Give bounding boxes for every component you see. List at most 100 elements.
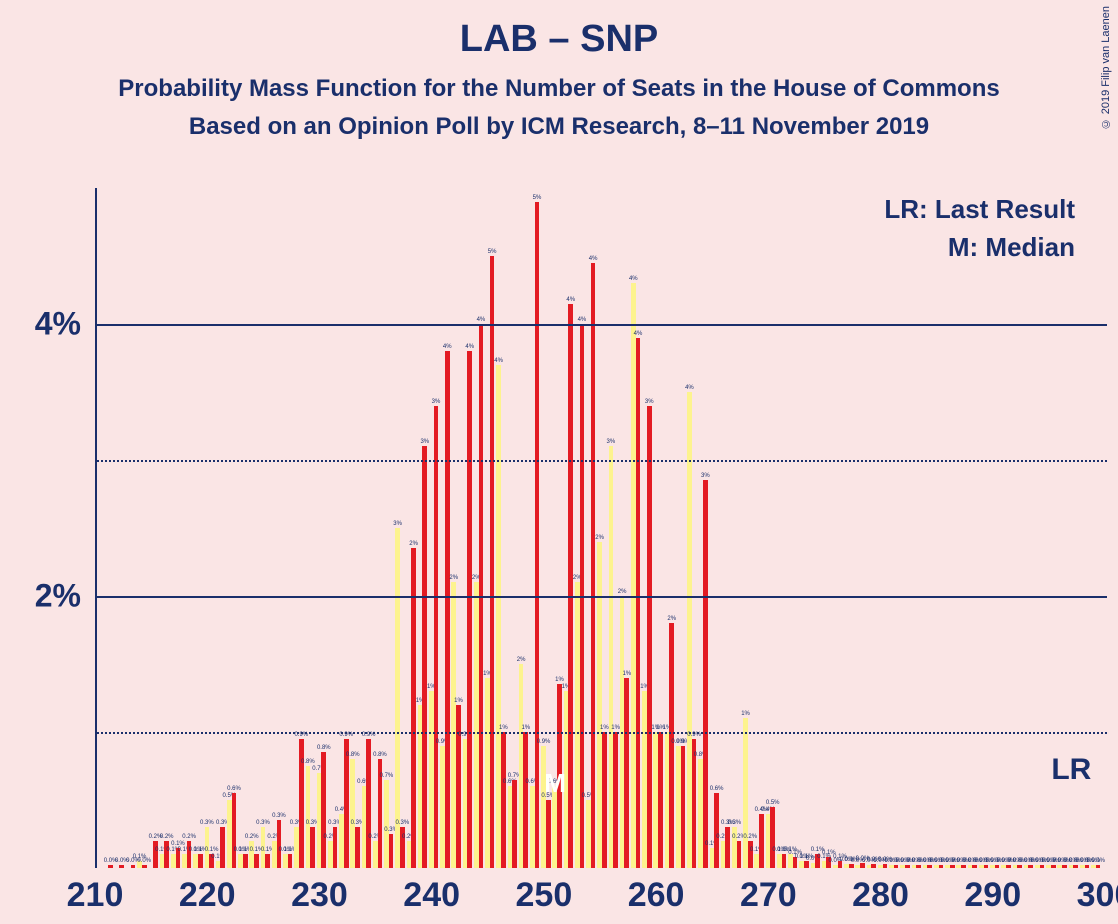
bar-value-label: 1%: [499, 725, 508, 731]
bar-value-label: 0.2%: [743, 834, 757, 840]
chart-subtitle-2: Based on an Opinion Poll by ICM Research…: [0, 113, 1118, 141]
bar-red: [770, 807, 775, 868]
bar-value-label: 1%: [600, 725, 609, 731]
legend-last-result: LR: Last Result: [884, 194, 1075, 225]
bar-value-label: 0.1%: [171, 841, 185, 847]
bar-red: [108, 865, 113, 868]
bar-red: [647, 406, 652, 868]
bar-value-label: 0.2%: [160, 834, 174, 840]
bar-value-label: 2%: [517, 657, 526, 663]
bar-red: [1040, 865, 1045, 868]
bar-red: [804, 861, 809, 868]
bar-red: [950, 865, 955, 868]
bar-red: [725, 827, 730, 868]
chart-subtitle-1: Probability Mass Function for the Number…: [0, 75, 1118, 103]
bar-value-label: 4%: [465, 344, 474, 350]
x-tick-label: 300: [1077, 876, 1118, 915]
bar-value-label: 0.6%: [710, 786, 724, 792]
bar-red: [624, 678, 629, 868]
x-tick-label: 240: [403, 876, 460, 915]
bar-red: [153, 841, 158, 868]
bar-red: [737, 841, 742, 868]
bar-red: [871, 864, 876, 868]
bar-yellow: [395, 528, 400, 868]
bar-value-label: 0.3%: [396, 820, 410, 826]
bar-red: [310, 827, 315, 868]
bar-red: [714, 793, 719, 868]
bar-red: [501, 732, 506, 868]
bar-value-label: 3%: [432, 399, 441, 405]
bar-red: [220, 827, 225, 868]
bar-value-label: 2%: [618, 589, 627, 595]
bar-red: [916, 865, 921, 868]
bar-red: [602, 732, 607, 868]
bar-red: [422, 446, 427, 868]
bar-red: [434, 406, 439, 868]
bar-red: [243, 854, 248, 868]
bar-value-label: 0.2%: [182, 834, 196, 840]
bar-value-label: 0.8%: [346, 752, 360, 758]
copyright-text: © 2019 Filip van Laenen: [1100, 6, 1112, 129]
bar-value-label: 5%: [533, 195, 542, 201]
bar-red: [445, 351, 450, 868]
bar-value-label: 4%: [685, 385, 694, 391]
x-tick-label: 250: [516, 876, 573, 915]
bar-value-label: 1%: [454, 698, 463, 704]
bar-red: [939, 865, 944, 868]
gridline: [97, 596, 1107, 598]
bar-red: [995, 865, 1000, 868]
x-tick-label: 290: [964, 876, 1021, 915]
bar-red: [546, 800, 551, 868]
bar-red: [1017, 865, 1022, 868]
bar-red: [535, 202, 540, 868]
x-tick-label: 260: [628, 876, 685, 915]
bar-value-label: 0.9%: [537, 739, 551, 745]
x-tick-label: 220: [179, 876, 236, 915]
bar-red: [972, 865, 977, 868]
y-tick-label: 2%: [35, 578, 81, 615]
median-marker: M: [544, 768, 566, 799]
legend-median: M: Median: [948, 232, 1075, 263]
bar-red: [321, 752, 326, 868]
bar-red: [849, 864, 854, 868]
bar-red: [389, 834, 394, 868]
bar-value-label: 4%: [589, 256, 598, 262]
plot-area: 0.0%0.0%0.0%0.1%0.0%0.2%0.1%0.2%0.1%0.1%…: [95, 188, 1105, 868]
bar-value-label: 1%: [521, 725, 530, 731]
bar-red: [1085, 865, 1090, 868]
bar-red: [254, 854, 259, 868]
bar-value-label: 1%: [741, 711, 750, 717]
bar-value-label: 0.1%: [205, 847, 219, 853]
gridline: [97, 732, 1107, 734]
bar-value-label: 1%: [555, 677, 564, 683]
bar-red: [927, 865, 932, 868]
bar-value-label: 4%: [578, 317, 587, 323]
bar-value-label: 0.3%: [272, 813, 286, 819]
bar-value-label: 0.3%: [256, 820, 270, 826]
x-tick-label: 270: [740, 876, 797, 915]
bar-value-label: 0.6%: [227, 786, 241, 792]
x-tick-label: 210: [67, 876, 124, 915]
bar-red: [658, 732, 663, 868]
bar-value-label: 1%: [611, 725, 620, 731]
bar-red: [568, 304, 573, 868]
bar-red: [456, 705, 461, 868]
bar-red: [681, 746, 686, 868]
x-tick-label: 280: [852, 876, 909, 915]
bar-value-label: 2%: [449, 575, 458, 581]
bar-red: [894, 865, 899, 868]
bar-red: [232, 793, 237, 868]
bar-value-label: 2%: [595, 535, 604, 541]
bar-red: [512, 780, 517, 868]
bar-value-label: 3%: [393, 521, 402, 527]
bar-value-label: 3%: [645, 399, 654, 405]
bar-value-label: 4%: [629, 276, 638, 282]
bar-red: [613, 732, 618, 868]
bar-red: [119, 865, 124, 868]
bar-red: [142, 865, 147, 868]
bar-value-label: 1%: [622, 671, 631, 677]
bar-red: [1096, 865, 1101, 868]
chart-title: LAB – SNP: [0, 0, 1118, 61]
bar-value-label: 3%: [607, 439, 616, 445]
bar-value-label: 5%: [488, 249, 497, 255]
